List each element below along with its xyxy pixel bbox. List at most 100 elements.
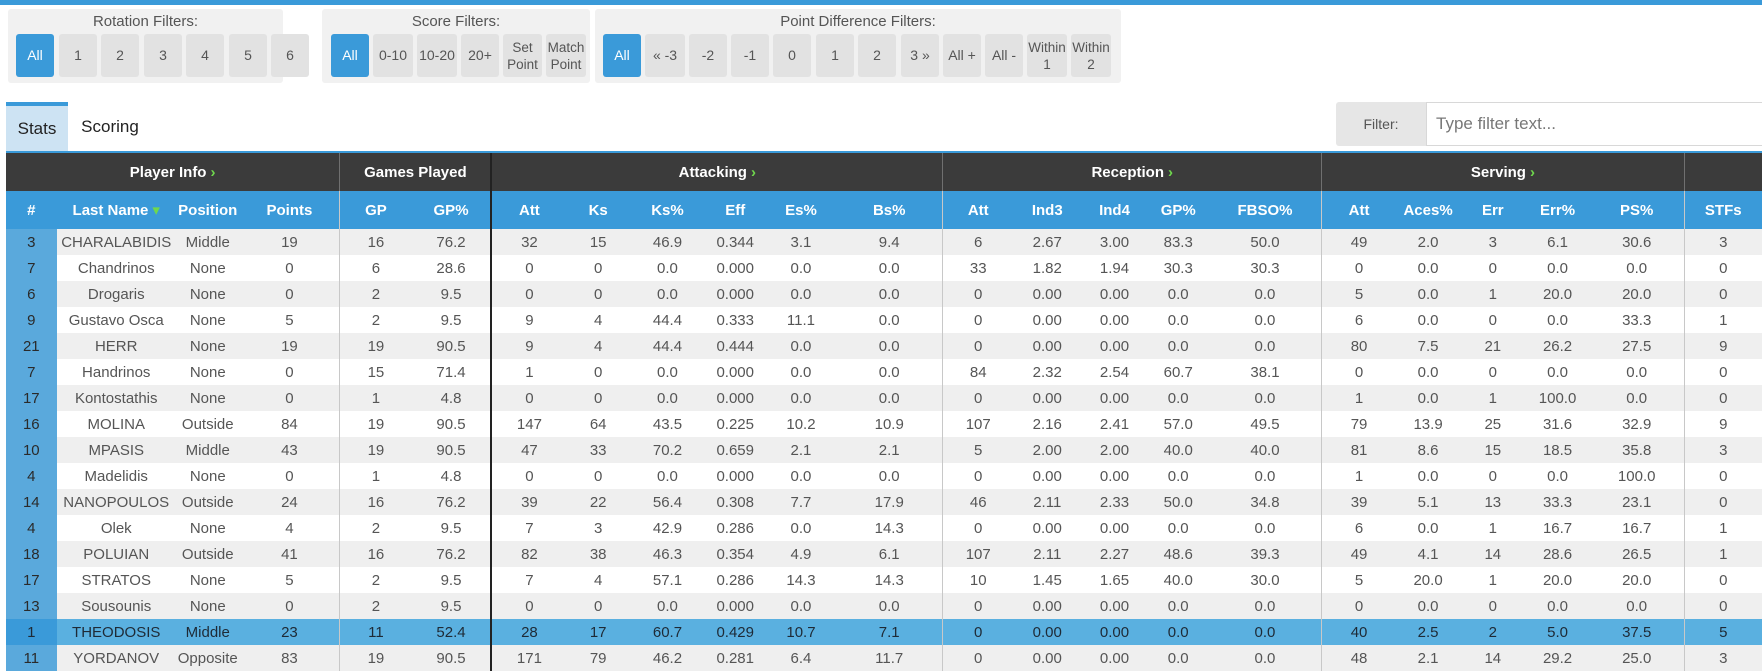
column-header-att-bs-pct[interactable]: Bs%: [836, 191, 943, 229]
table-row[interactable]: 7 Chandrinos None 0 6 28.6 0 0 0.0 0.000 0.0 0.0 33 1…: [6, 255, 1762, 281]
point-diff-filter-within-2[interactable]: Within 2: [1071, 34, 1111, 77]
cell-rec-gp-pct: 57.0: [1147, 411, 1209, 437]
table-row[interactable]: 10 MPASIS Middle 43 19 90.5 47 33 70.2 0.659 2.1 2.…: [6, 437, 1762, 463]
point-diff-filter-minus2[interactable]: -2: [689, 34, 727, 77]
cell-rec-att: 46: [942, 489, 1014, 515]
tab-scoring[interactable]: Scoring: [81, 116, 139, 136]
point-diff-filter-0[interactable]: 0: [773, 34, 811, 77]
column-header-rec-att[interactable]: Att: [942, 191, 1014, 229]
column-header-gp[interactable]: GP: [339, 191, 412, 229]
cell-srv-aces-pct: 2.1: [1395, 645, 1461, 671]
column-header-srv-err-pct[interactable]: Err%: [1525, 191, 1590, 229]
cell-stfs: 0: [1683, 489, 1762, 515]
column-header-att-ks[interactable]: Ks: [566, 191, 631, 229]
column-header-last-name[interactable]: Last Name ▾: [56, 191, 176, 229]
point-diff-filter-minus3[interactable]: « -3: [645, 34, 685, 77]
rotation-filter-5[interactable]: 5: [229, 34, 267, 77]
column-header-srv-ps-pct[interactable]: PS%: [1589, 191, 1684, 229]
rotation-filter-all[interactable]: All: [16, 34, 54, 77]
point-diff-filter-2[interactable]: 2: [858, 34, 896, 77]
cell-att-eff: 0.429: [704, 619, 766, 645]
cell-rec-gp-pct: 50.0: [1147, 489, 1209, 515]
column-header-att-es-pct[interactable]: Es%: [765, 191, 837, 229]
cell-att-ks: 79: [566, 645, 631, 671]
point-diff-filter-within-1[interactable]: Within 1: [1027, 34, 1067, 77]
score-filter-10-20[interactable]: 10-20: [417, 34, 457, 77]
cell-att-bs-pct: 7.1: [836, 619, 943, 645]
column-header-points[interactable]: Points: [239, 191, 340, 229]
column-header-rec-ind4[interactable]: Ind4: [1081, 191, 1148, 229]
point-diff-filter-minus1[interactable]: -1: [731, 34, 769, 77]
column-header-position[interactable]: Position: [175, 191, 240, 229]
cell-gp: 2: [339, 593, 412, 619]
cell-gp-pct: 90.5: [411, 645, 492, 671]
rotation-filter-2[interactable]: 2: [101, 34, 139, 77]
table-row[interactable]: 18 POLUIAN Outside 41 16 76.2 82 38 46.3 0.354 4.9…: [6, 541, 1762, 567]
table-row[interactable]: 13 Sousounis None 0 2 9.5 0 0 0.0 0.000 0.0 0.0 0 0.0…: [6, 593, 1762, 619]
column-header-att-eff[interactable]: Eff: [704, 191, 766, 229]
table-row[interactable]: 9 Gustavo Osca None 5 2 9.5 9 4 44.4 0.333 11.1 0.0…: [6, 307, 1762, 333]
group-attacking[interactable]: Attacking ›: [490, 153, 943, 191]
column-header-stfs[interactable]: STFs: [1683, 191, 1762, 229]
table-row[interactable]: 1 THEODOSIS Middle 23 11 52.4 28 17 60.7 0.429 10.…: [6, 619, 1762, 645]
table-row[interactable]: 14 NANOPOULOS Outside 24 16 76.2 39 22 56.4 0.308…: [6, 489, 1762, 515]
group-reception[interactable]: Reception ›: [942, 153, 1322, 191]
group-serving[interactable]: Serving ›: [1321, 153, 1684, 191]
column-header-rec-fbso-pct[interactable]: FBSO%: [1208, 191, 1322, 229]
score-filter-0-10[interactable]: 0-10: [373, 34, 413, 77]
cell-points: 83: [239, 645, 340, 671]
cell-att-ks: 4: [566, 567, 631, 593]
point-diff-filter-all-minus[interactable]: All -: [985, 34, 1023, 77]
table-row[interactable]: 17 Kontostathis None 0 1 4.8 0 0 0.0 0.000 0.0 0.0 0…: [6, 385, 1762, 411]
point-diff-filter-all-plus[interactable]: All +: [943, 34, 981, 77]
table-row[interactable]: 6 Drogaris None 0 2 9.5 0 0 0.0 0.000 0.0 0.0 0 0.00 0…: [6, 281, 1762, 307]
cell-srv-aces-pct: 0.0: [1395, 593, 1461, 619]
table-row[interactable]: 7 Handrinos None 0 15 71.4 1 0 0.0 0.000 0.0 0.0 84 2…: [6, 359, 1762, 385]
score-filter-set-point[interactable]: Set Point: [503, 34, 542, 77]
filter-input[interactable]: [1426, 102, 1762, 146]
point-diff-filter-1[interactable]: 1: [816, 34, 854, 77]
cell-rec-ind3: 2.00: [1013, 437, 1082, 463]
column-header-att-att[interactable]: Att: [490, 191, 567, 229]
point-diff-filter-3[interactable]: 3 »: [901, 34, 939, 77]
tab-stats[interactable]: Stats: [6, 102, 68, 151]
table-row[interactable]: 4 Olek None 4 2 9.5 7 3 42.9 0.286 0.0 14.3 0 0.00 0.0…: [6, 515, 1762, 541]
group-player-info[interactable]: Player Info ›: [6, 153, 340, 191]
column-header-rec-ind3[interactable]: Ind3: [1013, 191, 1082, 229]
score-filter-all[interactable]: All: [331, 34, 369, 77]
cell-att-eff: 0.281: [704, 645, 766, 671]
column-header-rank[interactable]: #: [6, 191, 57, 229]
table-row[interactable]: 4 Madelidis None 0 1 4.8 0 0 0.0 0.000 0.0 0.0 0 0.00…: [6, 463, 1762, 489]
rotation-filter-3[interactable]: 3: [144, 34, 182, 77]
cell-rec-fbso-pct: 40.0: [1208, 437, 1322, 463]
rotation-filter-4[interactable]: 4: [186, 34, 224, 77]
cell-att-bs-pct: 14.3: [836, 515, 943, 541]
column-header-srv-att[interactable]: Att: [1321, 191, 1396, 229]
cell-att-eff: 0.225: [704, 411, 766, 437]
cell-rank: 1: [6, 619, 57, 645]
table-row[interactable]: 17 STRATOS None 5 2 9.5 7 4 57.1 0.286 14.3 14.3 10 1…: [6, 567, 1762, 593]
table-row[interactable]: 11 YORDANOV Opposite 83 19 90.5 171 79 46.2 0.281…: [6, 645, 1762, 671]
rotation-filter-6[interactable]: 6: [271, 34, 309, 77]
table-row[interactable]: 16 MOLINA Outside 84 19 90.5 147 64 43.5 0.225 10.…: [6, 411, 1762, 437]
cell-rec-att: 107: [942, 411, 1014, 437]
score-filter-match-point[interactable]: Match Point: [546, 34, 586, 77]
score-filter-20plus[interactable]: 20+: [461, 34, 499, 77]
cell-gp: 19: [339, 411, 412, 437]
rotation-filter-1[interactable]: 1: [59, 34, 97, 77]
cell-rec-att: 0: [942, 645, 1014, 671]
table-row[interactable]: 21 HERR None 19 19 90.5 9 4 44.4 0.444 0.0 0.0 0 0.00…: [6, 333, 1762, 359]
column-header-srv-err[interactable]: Err: [1460, 191, 1526, 229]
cell-srv-aces-pct: 0.0: [1395, 255, 1461, 281]
cell-gp-pct: 28.6: [411, 255, 492, 281]
column-header-gp-pct[interactable]: GP%: [411, 191, 492, 229]
column-header-srv-aces-pct[interactable]: Aces%: [1395, 191, 1461, 229]
cell-att-ks: 38: [566, 541, 631, 567]
cell-rec-gp-pct: 83.3: [1147, 229, 1209, 255]
column-header-att-ks-pct[interactable]: Ks%: [630, 191, 705, 229]
point-diff-filter-all[interactable]: All: [603, 34, 641, 77]
cell-srv-aces-pct: 20.0: [1395, 567, 1461, 593]
cell-srv-att: 40: [1321, 619, 1396, 645]
column-header-rec-gp-pct[interactable]: GP%: [1147, 191, 1209, 229]
table-row[interactable]: 3 CHARALABIDIS Middle 19 16 76.2 32 15 46.9 0.344…: [6, 229, 1762, 255]
